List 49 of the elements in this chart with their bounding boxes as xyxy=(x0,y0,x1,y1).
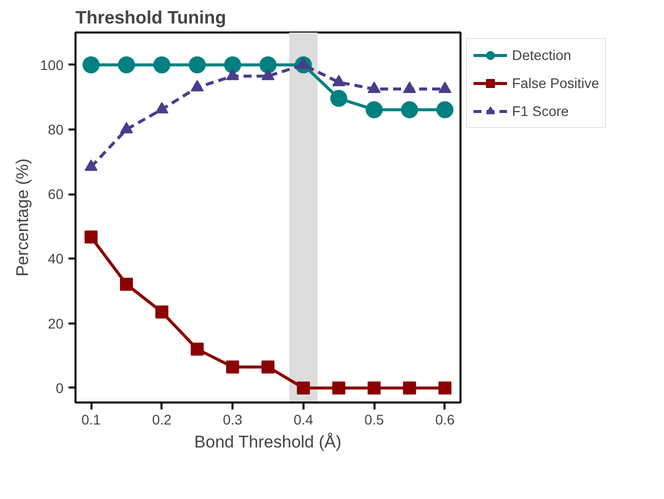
point xyxy=(188,56,206,74)
point xyxy=(118,56,135,74)
x-tick-label: 0.3 xyxy=(222,412,243,428)
x-tick-label: 0.4 xyxy=(294,412,314,428)
point xyxy=(262,68,274,80)
legend-label: F1 Score xyxy=(512,103,569,119)
point xyxy=(262,360,274,374)
point xyxy=(436,101,454,118)
point xyxy=(120,122,133,134)
point xyxy=(190,80,204,92)
chart-title: Threshold Tuning xyxy=(76,8,226,28)
point xyxy=(368,82,381,94)
point xyxy=(155,102,168,114)
point xyxy=(401,101,418,118)
point xyxy=(366,101,383,118)
point xyxy=(438,82,452,94)
point xyxy=(403,82,416,94)
point xyxy=(224,56,242,74)
y-tick-label: 60 xyxy=(48,186,64,202)
point xyxy=(368,381,381,394)
point xyxy=(226,68,240,80)
point xyxy=(120,278,133,291)
point xyxy=(438,381,452,394)
x-axis-title: Bond Threshold (Å) xyxy=(194,432,342,452)
point xyxy=(403,381,416,394)
x-tick-label: 0.5 xyxy=(364,412,384,428)
y-tick-label: 40 xyxy=(48,250,64,267)
y-tick-label: 20 xyxy=(48,315,64,332)
point xyxy=(332,74,346,86)
point xyxy=(330,90,348,107)
legend-label: False Positive xyxy=(512,75,600,91)
y-tick-label: 80 xyxy=(48,121,64,138)
point xyxy=(84,230,98,244)
x-tick-label: 0.1 xyxy=(81,412,102,428)
point xyxy=(82,56,100,74)
x-tick-label: 0.2 xyxy=(152,412,172,428)
point xyxy=(260,56,276,74)
y-tick-label: 100 xyxy=(40,56,64,73)
point xyxy=(190,342,204,356)
point xyxy=(296,381,310,394)
y-tick-label: 0 xyxy=(56,380,64,396)
point xyxy=(84,160,98,171)
point xyxy=(153,56,170,74)
x-tick-label: 0.6 xyxy=(435,412,455,428)
legend-label: Detection xyxy=(512,47,572,63)
y-axis-title: Percentage (%) xyxy=(13,158,32,277)
point xyxy=(226,360,240,374)
point xyxy=(332,381,346,394)
point xyxy=(155,306,168,319)
